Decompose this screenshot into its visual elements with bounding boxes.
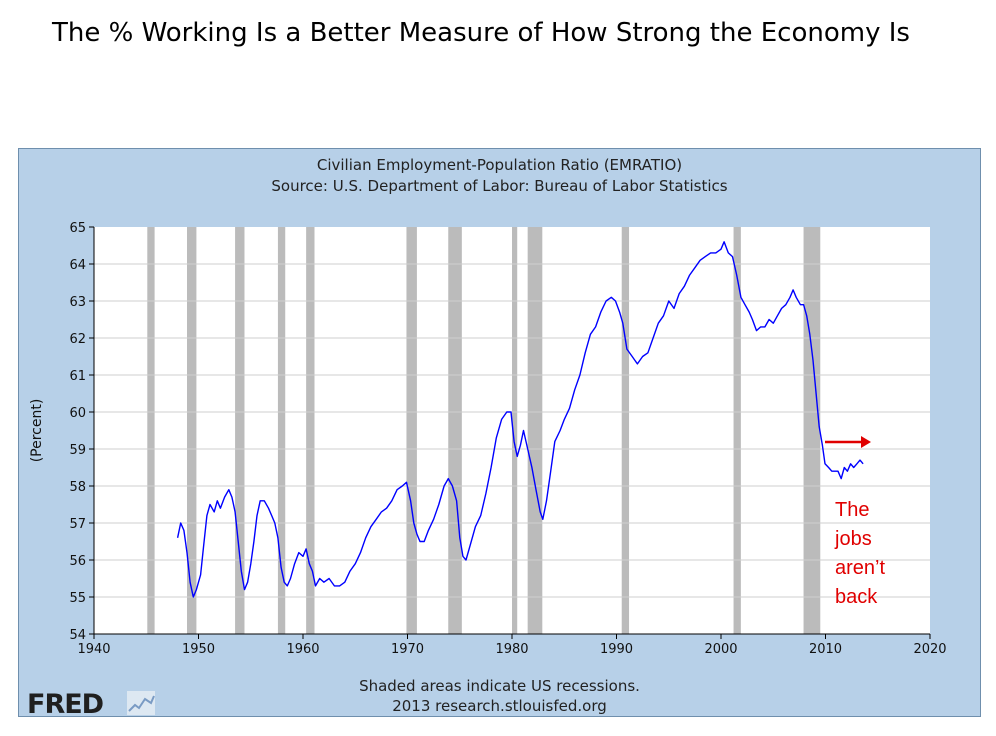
x-tick-label: 1940 bbox=[77, 642, 110, 657]
y-tick-label: 62 bbox=[69, 332, 86, 347]
y-tick-label: 64 bbox=[69, 258, 86, 273]
annotation-text: The jobs aren’t back bbox=[835, 496, 925, 612]
x-tick-label: 1970 bbox=[391, 642, 424, 657]
annotation-line-1: The bbox=[835, 499, 870, 521]
x-tick-label: 1950 bbox=[182, 642, 215, 657]
chart-footnote: Shaded areas indicate US recessions. bbox=[359, 677, 640, 695]
annotation-line-2: jobs bbox=[835, 528, 872, 550]
chart-plot: 54 55 56 57 58 59 60 61 62 63 64 65 1940 1950 1960 1970… bbox=[29, 221, 947, 657]
chart-subtitle: Source: U.S. Department of Labor: Bureau… bbox=[271, 177, 728, 195]
chart-title: Civilian Employment-Population Ratio (EM… bbox=[316, 156, 683, 174]
x-tick-label: 1960 bbox=[286, 642, 319, 657]
recession-band bbox=[406, 227, 417, 634]
annotation-line-4: back bbox=[835, 586, 878, 608]
y-tick-label: 61 bbox=[69, 369, 86, 384]
recession-band bbox=[448, 227, 462, 634]
annotation-line-3: aren’t bbox=[835, 557, 886, 579]
y-tick-label: 56 bbox=[69, 554, 86, 569]
recession-band bbox=[803, 227, 821, 634]
x-tick-label: 2010 bbox=[809, 642, 842, 657]
recession-band bbox=[306, 227, 315, 634]
y-tick-label: 58 bbox=[69, 480, 86, 495]
recession-band bbox=[527, 227, 543, 634]
series-line bbox=[176, 241, 864, 598]
annotation-arrow-head bbox=[861, 436, 871, 448]
x-tick-label: 1990 bbox=[600, 642, 633, 657]
y-tick-label: 59 bbox=[69, 443, 86, 458]
x-tick-label: 2020 bbox=[913, 642, 946, 657]
x-tick-label: 2000 bbox=[704, 642, 737, 657]
recession-band bbox=[277, 227, 286, 634]
chart-source-footnote: 2013 research.stlouisfed.org bbox=[392, 697, 607, 715]
x-tick-label: 1980 bbox=[495, 642, 528, 657]
y-tick-label: 60 bbox=[69, 406, 86, 421]
y-tick-label: 65 bbox=[69, 221, 86, 236]
fred-logo: FRED bbox=[27, 689, 104, 720]
recession-band bbox=[733, 227, 741, 634]
recession-band bbox=[235, 227, 245, 634]
y-tick-label: 57 bbox=[69, 517, 86, 532]
fred-chart-icon bbox=[127, 691, 155, 715]
recession-band bbox=[512, 227, 518, 634]
recession-band bbox=[621, 227, 630, 634]
chart-frame: Civilian Employment-Population Ratio (EM… bbox=[18, 148, 981, 720]
y-tick-label: 63 bbox=[69, 295, 86, 310]
y-tick-label: 54 bbox=[69, 628, 86, 643]
y-tick-label: 55 bbox=[69, 591, 86, 606]
recession-band bbox=[147, 227, 155, 634]
recession-band bbox=[187, 227, 197, 634]
y-axis-label: (Percent) bbox=[29, 399, 45, 463]
slide-title: The % Working Is a Better Measure of How… bbox=[52, 18, 910, 48]
